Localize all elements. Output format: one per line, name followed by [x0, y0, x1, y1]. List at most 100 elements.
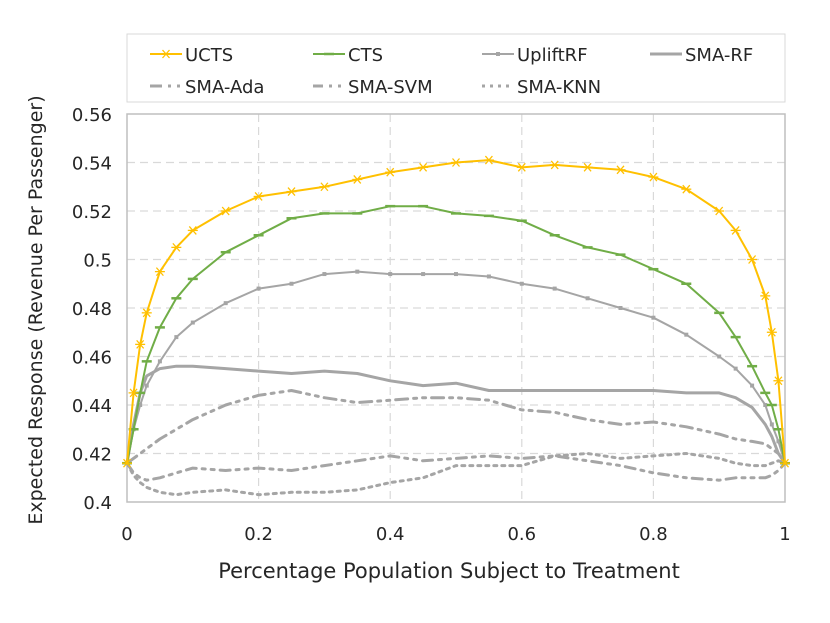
series-sma-ada [125, 389, 787, 465]
y-tick-label: 0.4 [83, 493, 112, 514]
y-tick-label: 0.56 [72, 105, 112, 126]
asterisk-marker [221, 206, 230, 216]
legend-label: SMA-RF [685, 45, 753, 66]
grid [127, 114, 785, 502]
asterisk-marker [172, 242, 181, 252]
asterisk-marker [452, 158, 460, 167]
asterisk-marker [767, 327, 776, 337]
series-line [125, 452, 787, 497]
x-tick-label: 0.2 [244, 524, 273, 545]
series-cts [122, 204, 790, 465]
x-tick-label: 0 [121, 524, 132, 545]
asterisk-marker [142, 308, 151, 318]
square-marker [552, 286, 557, 291]
square-marker [223, 301, 228, 306]
series-ucts [122, 155, 790, 468]
asterisk-marker [682, 184, 691, 194]
asterisk-marker [731, 225, 740, 235]
asterisk-marker [748, 255, 757, 264]
square-marker [769, 422, 774, 427]
square-marker [496, 52, 500, 56]
asterisk-marker [254, 192, 263, 201]
series-sma-knn [125, 452, 787, 497]
square-marker [717, 354, 722, 359]
legend-label: CTS [348, 45, 383, 66]
legend-label: SMA-Ada [185, 77, 264, 98]
y-tick-label: 0.46 [72, 348, 112, 369]
asterisk-marker [123, 458, 131, 468]
asterisk-marker [386, 167, 395, 177]
asterisk-marker [155, 267, 164, 277]
square-marker [750, 383, 755, 388]
series-line [126, 159, 786, 465]
square-marker [763, 403, 768, 407]
y-axis-label: Expected Response (Revenue Per Passenger… [25, 95, 47, 524]
asterisk-marker [761, 291, 770, 301]
y-tick-label: 0.42 [72, 445, 112, 466]
square-marker [289, 281, 294, 286]
asterisk-marker [550, 160, 559, 170]
square-marker [651, 315, 656, 320]
x-tick-labels: 0 0.2 0.4 0.6 0.8 1 [121, 524, 790, 545]
asterisk-marker [320, 182, 329, 192]
x-tick-label: 0.4 [376, 524, 405, 545]
asterisk-marker [129, 388, 138, 398]
x-tick-label: 0.8 [639, 524, 668, 545]
x-axis-label: Percentage Population Subject to Treatme… [218, 559, 680, 583]
square-marker [776, 439, 781, 444]
asterisk-marker [774, 376, 783, 386]
square-marker [486, 274, 491, 279]
square-marker [585, 296, 590, 301]
legend-label: UpliftRF [517, 45, 588, 66]
series-line [125, 389, 787, 465]
square-marker [519, 281, 524, 286]
square-marker [190, 320, 195, 325]
asterisk-marker [517, 162, 526, 172]
asterisk-marker [353, 175, 362, 184]
asterisk-marker [649, 172, 658, 182]
series-sma-rf [125, 364, 787, 465]
series-sma-svm [125, 454, 787, 482]
square-marker [733, 366, 738, 371]
square-marker [421, 272, 426, 277]
series-line [125, 364, 787, 465]
asterisk-marker [188, 225, 197, 235]
asterisk-marker [287, 187, 296, 197]
y-tick-label: 0.5 [83, 251, 112, 272]
asterisk-marker [162, 49, 170, 59]
legend-label: UCTS [185, 45, 233, 66]
square-marker [322, 272, 327, 277]
y-tick-label: 0.54 [72, 154, 112, 175]
legend-label: SMA-KNN [517, 77, 601, 98]
y-tick-label: 0.48 [72, 299, 112, 320]
series-line [125, 454, 787, 482]
square-marker [355, 269, 360, 274]
x-tick-label: 0.6 [507, 524, 536, 545]
asterisk-marker [419, 162, 428, 172]
square-marker [157, 359, 162, 364]
square-marker [174, 335, 179, 340]
asterisk-marker [136, 339, 145, 349]
asterisk-marker [583, 162, 592, 172]
y-tick-label: 0.52 [72, 202, 112, 223]
y-tick-label: 0.44 [72, 396, 112, 417]
asterisk-marker [715, 206, 724, 216]
y-tick-labels: 0.4 0.42 0.44 0.46 0.48 0.5 0.52 0.54 0.56 [72, 105, 112, 514]
asterisk-marker [616, 165, 625, 175]
square-marker [618, 306, 623, 310]
square-marker [138, 403, 143, 407]
square-marker [144, 383, 149, 388]
asterisk-marker [484, 155, 493, 165]
legend-entries: UCTS CTS UpliftRF SMA-RF SMA-Ada SMA-SVM SMA-K… [150, 45, 753, 98]
plot-frame [126, 113, 786, 503]
square-marker [256, 286, 261, 291]
legend-label: SMA-SVM [348, 77, 433, 98]
square-marker [388, 272, 393, 277]
series-group [122, 155, 790, 497]
legend [126, 33, 786, 103]
asterisk-marker [781, 458, 789, 468]
square-marker [454, 272, 458, 277]
square-marker [684, 332, 689, 337]
x-tick-label: 1 [779, 524, 790, 545]
